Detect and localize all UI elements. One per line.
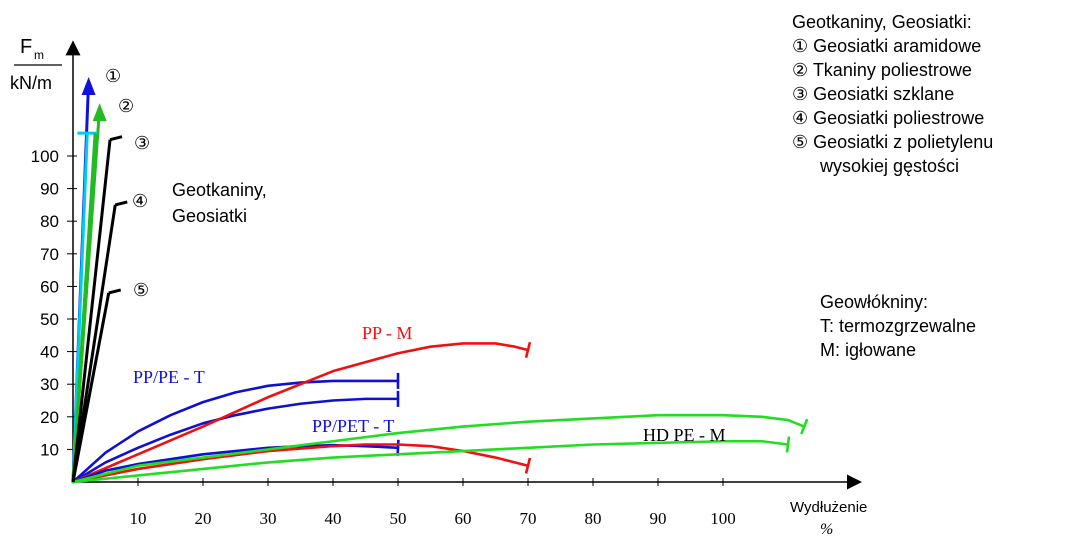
y-tick-label: 10 (40, 440, 59, 459)
steep-series-end-cap (114, 200, 128, 207)
inner-label: Geosiatki (172, 206, 247, 226)
steep-series-marker: ① (105, 66, 121, 87)
steep-series-end-cap (109, 135, 123, 142)
legend-nonwoven-title: Geowłókniny: (820, 292, 929, 312)
legend-title: Geotkaniny, Geosiatki: (792, 12, 972, 32)
series-label: PP - M (362, 323, 412, 343)
series-line (71, 413, 806, 484)
series-line (71, 439, 790, 484)
steep-series-arrowhead (81, 77, 96, 96)
inner-label: Geotkaniny, (172, 180, 267, 200)
legend-item-2: ② Tkaniny poliestrowe (792, 60, 972, 80)
series-end-cap (785, 436, 791, 453)
x-tick-label: 20 (195, 509, 212, 528)
x-tick-label: 50 (390, 509, 407, 528)
steep-series-line (71, 292, 111, 483)
y-tick-label: 30 (40, 375, 59, 394)
steep-curve-group (71, 77, 128, 483)
steep-series-line (71, 204, 117, 483)
series-end-cap (800, 418, 809, 435)
x-tick-label: 30 (260, 509, 277, 528)
x-tick-label: 70 (520, 509, 537, 528)
legend-item-3: ③ Geosiatki szklane (792, 84, 955, 104)
legend-item-4: ④ Geosiatki poliestrowe (792, 108, 985, 128)
series-end-cap (524, 341, 532, 359)
series-line (71, 342, 530, 484)
x-tick-label: 10 (130, 509, 147, 528)
x-axis-label: Wydłużenie (790, 499, 867, 516)
x-tick-label: 60 (455, 509, 472, 528)
y-tick-label: 50 (40, 310, 59, 329)
steep-series-marker: ④ (132, 191, 148, 212)
y-axis-label-subscript: m (34, 48, 44, 62)
y-tick-label: 40 (40, 343, 59, 362)
steep-series-marker: ② (118, 96, 134, 117)
steep-series-arrowhead (92, 103, 107, 122)
y-axis-label: F (20, 36, 32, 58)
legend-nonwoven-item-m: M: igłowane (820, 340, 917, 360)
series-line (71, 379, 400, 484)
legend-geotextiles: Geotkaniny, Geosiatki: ① Geosiatki arami… (792, 10, 993, 178)
series-label: PP/PET - T (312, 416, 394, 436)
series-label: PP/PE - T (133, 367, 205, 387)
legend-item-5: ⑤ Geosiatki z polietylenu (792, 132, 994, 152)
series-end-cap (524, 457, 532, 474)
axes (65, 40, 862, 490)
x-tick-label: 100 (710, 509, 736, 528)
x-tick-label: 40 (325, 509, 342, 528)
y-tick-label: 90 (40, 180, 59, 199)
legend-item-5-cont: wysokiej gęstości (820, 156, 960, 176)
chart-labels: 10 20 30 40 50 60 70 80 90 100 10 20 30 40 50 60 70 80 90 1… (10, 36, 867, 537)
x-tick-label: 80 (585, 509, 602, 528)
series-line (71, 443, 530, 484)
y-tick-label: 60 (40, 277, 59, 296)
steep-series-end-cap (108, 288, 122, 295)
y-tick-label: 20 (40, 408, 59, 427)
y-tick-label: 80 (40, 212, 59, 231)
legend-item-1: ① Geosiatki aramidowe (792, 36, 982, 56)
y-axis-unit: kN/m (10, 73, 52, 93)
steep-series-line (71, 139, 112, 483)
steep-series-line (71, 133, 97, 483)
x-axis-unit: % (820, 521, 833, 537)
steep-series-marker: ⑤ (133, 280, 149, 301)
series-line (71, 397, 400, 484)
steep-series-marker: ③ (134, 133, 150, 154)
series-label: HD PE - M (643, 425, 726, 445)
x-tick-label: 90 (650, 509, 667, 528)
curve-group (71, 341, 809, 484)
y-tick-label: 100 (31, 147, 59, 166)
legend-nonwovens: Geowłókniny: T: termozgrzewalne M: igłow… (820, 290, 976, 362)
legend-nonwoven-item-t: T: termozgrzewalne (820, 316, 977, 336)
y-tick-label: 70 (40, 245, 59, 264)
